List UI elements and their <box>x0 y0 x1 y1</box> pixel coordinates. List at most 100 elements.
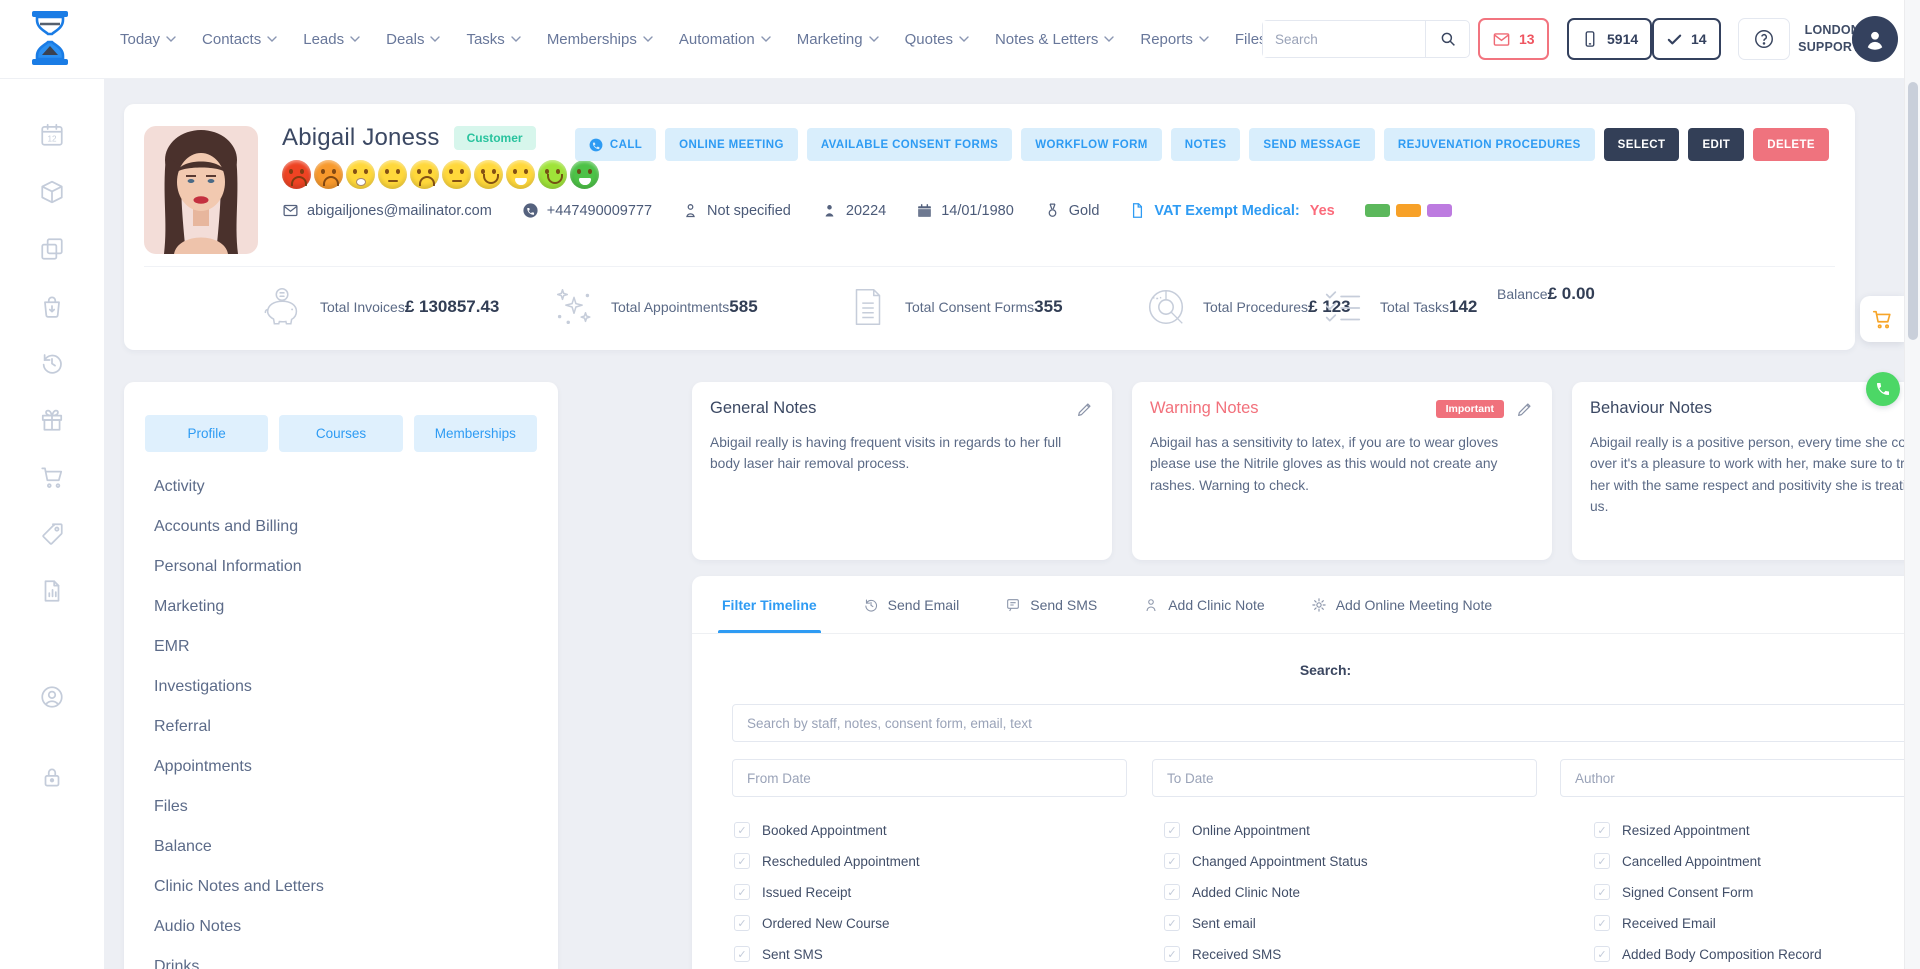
checkbox-checked-icon[interactable]: ✓ <box>734 884 750 900</box>
timeline-search-input[interactable] <box>732 704 1904 742</box>
send-message-button[interactable]: SEND MESSAGE <box>1249 128 1375 161</box>
sidebar-calendar-icon[interactable]: 12 <box>39 122 65 148</box>
edit-note-pencil-icon[interactable] <box>1076 400 1094 418</box>
timeline-filter-checkbox[interactable]: ✓ Booked Appointment <box>734 822 1164 838</box>
tab-filter-timeline[interactable]: Filter Timeline <box>718 576 821 633</box>
profile-menu-item[interactable]: Activity <box>154 478 205 495</box>
floating-phone-button[interactable] <box>1866 372 1900 406</box>
mood-face-icon[interactable] <box>282 160 311 189</box>
timeline-filter-checkbox[interactable]: ✓ Issued Receipt <box>734 884 1164 900</box>
help-button[interactable] <box>1738 18 1790 60</box>
call-button[interactable]: CALL <box>574 128 657 161</box>
nav-item[interactable]: Notes & Letters <box>995 31 1115 48</box>
page-scrollbar[interactable] <box>1904 0 1920 969</box>
nav-item[interactable]: Leads <box>303 31 360 48</box>
sidebar-report-document-icon[interactable] <box>39 578 65 604</box>
patient-email[interactable]: abigailjones@mailinator.com <box>282 202 492 219</box>
patient-phone[interactable]: +447490009777 <box>522 202 652 219</box>
edit-note-pencil-icon[interactable] <box>1516 400 1534 418</box>
online-meeting-button[interactable]: ONLINE MEETING <box>665 128 798 161</box>
profile-menu-item[interactable]: Referral <box>154 718 211 735</box>
timeline-filter-checkbox[interactable]: ✓ Signed Consent Form <box>1594 884 1822 900</box>
tab-profile[interactable]: Profile <box>145 415 269 452</box>
nav-item[interactable]: Reports <box>1140 31 1209 48</box>
timeline-filter-checkbox[interactable]: ✓ Changed Appointment Status <box>1164 853 1594 869</box>
sidebar-package-icon[interactable] <box>39 179 65 205</box>
timeline-filter-checkbox[interactable]: ✓ Resized Appointment <box>1594 822 1822 838</box>
nav-item[interactable]: Marketing <box>797 31 879 48</box>
tab-memberships[interactable]: Memberships <box>413 415 537 452</box>
checkbox-checked-icon[interactable]: ✓ <box>1164 853 1180 869</box>
tab-add-online-meeting-note[interactable]: Add Online Meeting Note <box>1311 576 1492 633</box>
nav-item[interactable]: Files <box>1235 31 1267 48</box>
color-tag[interactable] <box>1395 204 1421 217</box>
edit-button[interactable]: EDIT <box>1688 128 1745 161</box>
sidebar-gift-icon[interactable] <box>39 407 65 433</box>
checkbox-checked-icon[interactable]: ✓ <box>1594 853 1610 869</box>
color-tag[interactable] <box>1426 204 1452 217</box>
checkbox-checked-icon[interactable]: ✓ <box>1164 884 1180 900</box>
mood-face-icon[interactable] <box>506 160 535 189</box>
mood-face-icon[interactable] <box>442 160 471 189</box>
timeline-filter-checkbox[interactable]: ✓ Cancelled Appointment <box>1594 853 1822 869</box>
global-search-input[interactable] <box>1263 21 1425 57</box>
delete-button[interactable]: DELETE <box>1753 128 1829 161</box>
floating-cart-button[interactable] <box>1860 296 1904 342</box>
profile-menu-item[interactable]: EMR <box>154 638 190 655</box>
timeline-filter-checkbox[interactable]: ✓ Added Body Composition Record <box>1594 946 1822 962</box>
nav-item[interactable]: Quotes <box>905 31 969 48</box>
sidebar-history-icon[interactable] <box>39 350 65 376</box>
nav-item[interactable]: Memberships <box>547 31 653 48</box>
from-date-input[interactable] <box>732 759 1127 797</box>
checkbox-checked-icon[interactable]: ✓ <box>1164 946 1180 962</box>
profile-menu-item[interactable]: Files <box>154 798 188 815</box>
profile-menu-item[interactable]: Clinic Notes and Letters <box>154 878 324 895</box>
notes-button[interactable]: NOTES <box>1170 128 1241 161</box>
nav-item[interactable]: Deals <box>386 31 441 48</box>
mood-face-icon[interactable] <box>538 160 567 189</box>
timeline-filter-checkbox[interactable]: ✓ Ordered New Course <box>734 915 1164 931</box>
timeline-filter-checkbox[interactable]: ✓ Sent SMS <box>734 946 1164 962</box>
profile-menu-item[interactable]: Balance <box>154 838 212 855</box>
calls-badge-button[interactable]: 5914 <box>1567 18 1653 60</box>
checkbox-checked-icon[interactable]: ✓ <box>734 853 750 869</box>
author-input[interactable] <box>1560 759 1904 797</box>
profile-menu-item[interactable]: Accounts and Billing <box>154 518 299 535</box>
search-icon[interactable] <box>1425 21 1469 57</box>
available-consent-forms-button[interactable]: AVAILABLE CONSENT FORMS <box>806 128 1013 161</box>
mood-face-icon[interactable] <box>346 160 375 189</box>
sidebar-copy-icon[interactable] <box>39 236 65 262</box>
timeline-filter-checkbox[interactable]: ✓ Added Clinic Note <box>1164 884 1594 900</box>
nav-item[interactable]: Today <box>120 31 176 48</box>
checkbox-checked-icon[interactable]: ✓ <box>1164 915 1180 931</box>
nav-item[interactable]: Contacts <box>202 31 277 48</box>
profile-menu-item[interactable]: Audio Notes <box>154 918 242 935</box>
mood-face-icon[interactable] <box>474 160 503 189</box>
timeline-filter-checkbox[interactable]: ✓ Sent email <box>1164 915 1594 931</box>
profile-menu-item[interactable]: Marketing <box>154 598 225 615</box>
mood-face-icon[interactable] <box>570 160 599 189</box>
tab-courses[interactable]: Courses <box>279 415 403 452</box>
nav-item[interactable]: Tasks <box>466 31 521 48</box>
tab-add-clinic-note[interactable]: Add Clinic Note <box>1143 576 1265 633</box>
sidebar-lock-icon[interactable] <box>39 764 65 790</box>
checkbox-checked-icon[interactable]: ✓ <box>1594 946 1610 962</box>
patient-photo[interactable] <box>144 126 258 254</box>
messages-badge-button[interactable]: 13 <box>1478 18 1549 60</box>
tasks-badge-button[interactable]: 14 <box>1652 18 1721 60</box>
nav-item[interactable]: Automation <box>679 31 771 48</box>
rejuvenation-procedures-button[interactable]: REJUVENATION PROCEDURES <box>1383 128 1595 161</box>
profile-menu-item[interactable]: Personal Information <box>154 558 302 575</box>
sidebar-cart-icon[interactable] <box>39 464 65 490</box>
checkbox-checked-icon[interactable]: ✓ <box>1594 822 1610 838</box>
profile-menu-item[interactable]: Drinks <box>154 958 200 969</box>
tab-send-sms[interactable]: Send SMS <box>1005 576 1097 633</box>
checkbox-checked-icon[interactable]: ✓ <box>734 946 750 962</box>
account-avatar[interactable] <box>1852 16 1898 62</box>
select-button[interactable]: SELECT <box>1603 128 1680 161</box>
scrollbar-thumb[interactable] <box>1908 82 1918 340</box>
checkbox-checked-icon[interactable]: ✓ <box>1164 822 1180 838</box>
checkbox-checked-icon[interactable]: ✓ <box>734 822 750 838</box>
tab-send-email[interactable]: Send Email <box>863 576 959 633</box>
app-logo-hourglass-icon[interactable] <box>26 10 74 71</box>
